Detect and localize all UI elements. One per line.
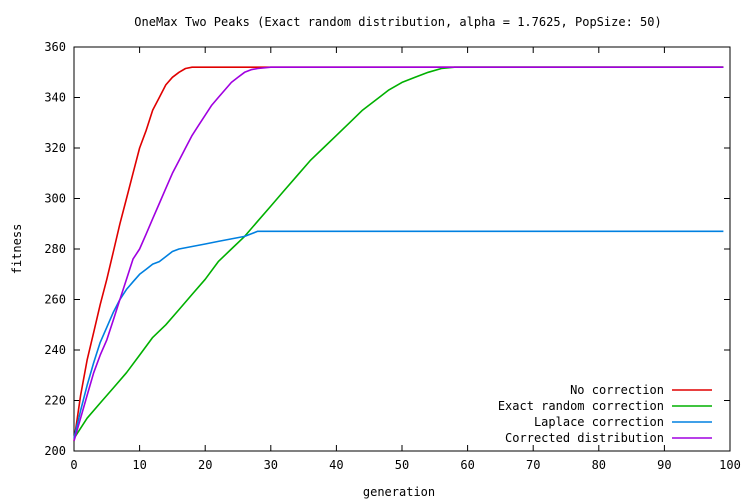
x-tick-label: 50: [395, 458, 409, 472]
x-tick-label: 40: [329, 458, 343, 472]
x-tick-label: 30: [264, 458, 278, 472]
legend: No correction Exact random correction Lapl…: [498, 383, 712, 445]
y-tick-label: 260: [44, 293, 66, 307]
series-line-1: [73, 66, 724, 439]
y-tick-label: 280: [44, 242, 66, 256]
x-tick-label: 60: [460, 458, 474, 472]
x-tick-label: 20: [198, 458, 212, 472]
y-tick-label: 200: [44, 444, 66, 458]
x-axis: 0 10 20 30 40 50 60 70 80 90 100: [70, 47, 741, 472]
x-tick-label: 70: [526, 458, 540, 472]
x-tick-label: 0: [70, 458, 77, 472]
legend-label: No correction: [570, 383, 664, 397]
y-tick-label: 300: [44, 192, 66, 206]
legend-label: Corrected distribution: [505, 431, 664, 445]
x-axis-label: generation: [363, 485, 435, 499]
x-tick-label: 90: [657, 458, 671, 472]
series-line-0: [73, 66, 724, 442]
y-axis: 200 220 240 260 280 300 320 340 360: [44, 40, 730, 458]
legend-label: Exact random correction: [498, 399, 664, 413]
series-line-3: [73, 66, 724, 442]
y-tick-label: 220: [44, 394, 66, 408]
x-tick-label: 100: [719, 458, 741, 472]
y-tick-label: 340: [44, 91, 66, 105]
chart-title: OneMax Two Peaks (Exact random distribut…: [134, 15, 661, 29]
y-tick-label: 320: [44, 141, 66, 155]
legend-label: Laplace correction: [534, 415, 664, 429]
series-lines: [73, 66, 724, 442]
y-axis-label: fitness: [10, 224, 24, 275]
x-tick-label: 10: [132, 458, 146, 472]
x-tick-label: 80: [592, 458, 606, 472]
series-line-2: [73, 230, 724, 439]
y-tick-label: 360: [44, 40, 66, 54]
y-tick-label: 240: [44, 343, 66, 357]
